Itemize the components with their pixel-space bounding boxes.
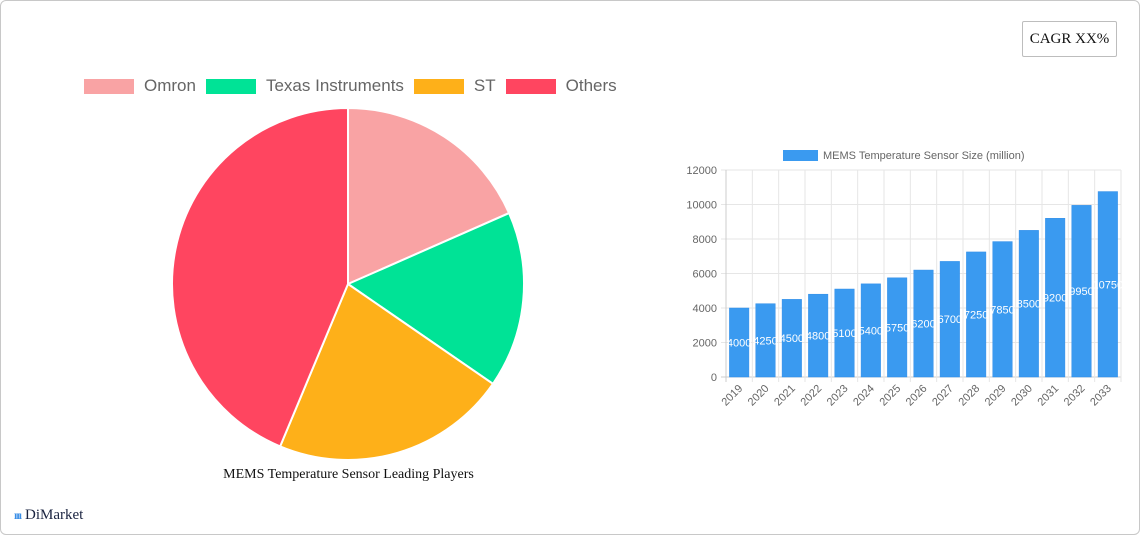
legend-swatch: [783, 150, 818, 161]
bar-2020[interactable]: [755, 303, 776, 378]
bar-2019[interactable]: [729, 307, 750, 378]
pie-chart-title: MEMS Temperature Sensor Leading Players: [223, 467, 474, 482]
x-tick-label: 2029: [983, 383, 1009, 409]
bar-chart: MEMS Temperature Sensor Size (million)02…: [686, 150, 1124, 409]
legend-swatch: [205, 78, 256, 94]
legend-label: Omron: [144, 76, 196, 95]
x-tick-label: 2023: [825, 383, 851, 409]
pie-legend-item[interactable]: ST: [413, 76, 496, 96]
bar-2029[interactable]: [992, 241, 1013, 378]
bar-data-label: 5400: [859, 325, 883, 337]
y-tick-label: 10000: [686, 200, 717, 212]
pie-chart: [171, 106, 525, 461]
bar-data-label: 7250: [964, 309, 988, 321]
pie-slice-omron[interactable]: [347, 106, 511, 286]
legend-swatch: [413, 78, 464, 94]
x-tick-label: 2028: [956, 383, 982, 409]
bar-data-label: 4000: [727, 338, 751, 350]
x-tick-label: 2033: [1088, 383, 1114, 409]
bar-2028[interactable]: [966, 251, 987, 378]
y-tick-label: 0: [711, 372, 717, 384]
x-tick-label: 2031: [1035, 383, 1061, 409]
y-tick-label: 6000: [693, 269, 717, 281]
bar-data-label: 4800: [806, 331, 830, 343]
pie-slice-others[interactable]: [171, 106, 349, 448]
svg-text:MEMS Temperature Sensor Size (: MEMS Temperature Sensor Size (million): [823, 150, 1025, 162]
y-tick-label: 8000: [693, 234, 717, 246]
bar-2032[interactable]: [1071, 205, 1092, 378]
bar-data-label: 4250: [753, 335, 777, 347]
bar-data-label: 10750: [1093, 279, 1124, 291]
bar-2022[interactable]: [808, 293, 829, 378]
pie-legend: Omron Texas Instruments ST Others: [84, 76, 627, 96]
x-tick-label: 2020: [746, 383, 772, 409]
legend-label: ST: [473, 76, 496, 95]
bar-data-label: 8500: [1017, 299, 1041, 311]
bar-2026[interactable]: [913, 269, 934, 378]
bar-legend[interactable]: MEMS Temperature Sensor Size (million): [783, 150, 1025, 162]
bar-2033[interactable]: [1097, 191, 1118, 378]
bar-data-label: 4500: [780, 333, 804, 345]
pie-legend-item[interactable]: Omron: [84, 76, 196, 96]
pie-slice-st[interactable]: [278, 282, 495, 461]
bar-data-label: 9950: [1069, 286, 1093, 298]
y-tick-label: 2000: [693, 338, 717, 350]
bar-data-label: 5100: [832, 328, 856, 340]
pie-legend-item[interactable]: Texas Instruments: [205, 76, 404, 96]
legend-label: Texas Instruments: [265, 76, 404, 95]
bar-2023[interactable]: [834, 288, 855, 378]
pie-legend-item[interactable]: Others: [505, 76, 617, 96]
x-tick-label: 2026: [904, 383, 930, 409]
y-tick-label: 12000: [686, 165, 717, 177]
y-tick-label: 4000: [693, 303, 717, 315]
legend-label: Others: [565, 76, 617, 95]
x-tick-label: 2025: [877, 383, 903, 409]
bar-data-label: 9200: [1043, 293, 1067, 305]
x-tick-label: 2032: [1062, 383, 1088, 409]
bar-2027[interactable]: [939, 261, 960, 378]
bar-data-label: 6700: [938, 314, 962, 326]
legend-swatch: [505, 78, 556, 94]
bar-2025[interactable]: [887, 277, 908, 378]
bar-data-label: 6200: [911, 319, 935, 331]
x-tick-label: 2027: [930, 383, 956, 409]
x-tick-label: 2019: [719, 383, 745, 409]
pie-slice-texas-instruments[interactable]: [345, 211, 525, 386]
legend-swatch: [84, 78, 134, 94]
brand-name: DiMarket: [25, 507, 84, 523]
dimarket-logo-icon: ııı: [14, 508, 22, 522]
x-tick-label: 2022: [798, 383, 824, 409]
bar-2021[interactable]: [781, 299, 802, 378]
bar-2031[interactable]: [1045, 218, 1066, 378]
x-tick-label: 2024: [851, 383, 877, 409]
x-tick-label: 2030: [1009, 383, 1035, 409]
bar-2024[interactable]: [860, 283, 881, 378]
brand-logo: ııı DiMarket: [14, 507, 83, 524]
bar-2030[interactable]: [1018, 230, 1039, 378]
x-tick-label: 2021: [772, 383, 798, 409]
bar-data-label: 5750: [885, 322, 909, 334]
bar-data-label: 7850: [990, 304, 1014, 316]
cagr-badge: CAGR XX%: [1022, 21, 1117, 57]
